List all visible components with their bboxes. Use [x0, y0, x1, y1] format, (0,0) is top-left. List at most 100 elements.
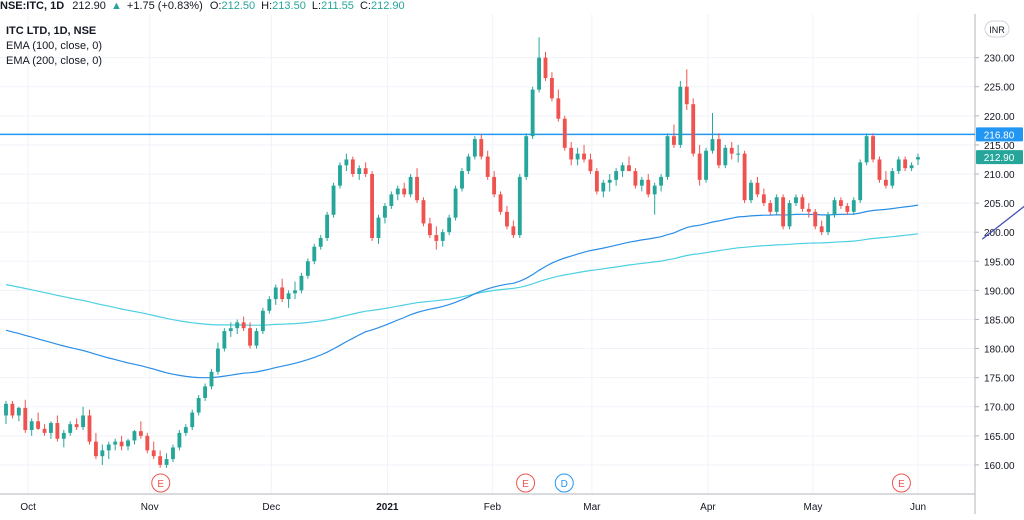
candle[interactable]	[485, 150, 490, 180]
candle[interactable]	[903, 156, 908, 172]
candle[interactable]	[858, 159, 863, 204]
candle[interactable]	[415, 168, 419, 204]
candle[interactable]	[235, 319, 240, 334]
candle[interactable]	[126, 438, 130, 451]
candle[interactable]	[460, 168, 464, 192]
candle[interactable]	[742, 150, 747, 204]
candle[interactable]	[813, 208, 818, 230]
candle[interactable]	[318, 235, 323, 250]
candle[interactable]	[601, 179, 606, 198]
candle[interactable]	[158, 450, 163, 468]
candle[interactable]	[119, 435, 124, 451]
candle[interactable]	[588, 153, 593, 174]
candle[interactable]	[704, 147, 708, 183]
legend-ema100[interactable]: EMA (100, close, 0)	[6, 40, 102, 52]
candle[interactable]	[594, 168, 599, 195]
candle[interactable]	[402, 182, 407, 198]
candle[interactable]	[254, 328, 259, 349]
candle[interactable]	[537, 37, 541, 93]
candle[interactable]	[826, 211, 831, 236]
candle[interactable]	[524, 133, 529, 180]
candle[interactable]	[684, 69, 689, 110]
candle[interactable]	[877, 156, 882, 183]
candle[interactable]	[29, 418, 34, 436]
candle[interactable]	[23, 399, 28, 433]
candle[interactable]	[851, 197, 856, 215]
candle[interactable]	[177, 430, 182, 451]
candle[interactable]	[36, 412, 41, 430]
candle[interactable]	[774, 194, 779, 215]
candle[interactable]	[203, 383, 208, 401]
candle[interactable]	[839, 197, 843, 209]
dividend-event-icon[interactable]	[554, 473, 574, 493]
candle[interactable]	[665, 133, 670, 180]
candle[interactable]	[749, 179, 753, 204]
candle[interactable]	[781, 194, 786, 230]
candle[interactable]	[871, 133, 875, 163]
candle[interactable]	[627, 156, 631, 172]
candle[interactable]	[440, 229, 445, 247]
symbol-label[interactable]: NSE:ITC, 1D	[0, 0, 65, 12]
candle[interactable]	[228, 322, 233, 337]
candle[interactable]	[408, 174, 413, 198]
candle[interactable]	[350, 156, 355, 177]
candle[interactable]	[794, 194, 798, 206]
candle[interactable]	[325, 211, 330, 241]
candle[interactable]	[331, 182, 336, 218]
earnings-event-icon[interactable]	[891, 473, 911, 493]
candle[interactable]	[678, 80, 683, 148]
candle[interactable]	[68, 421, 73, 436]
candle[interactable]	[55, 415, 60, 442]
candle[interactable]	[761, 188, 766, 206]
candle[interactable]	[100, 444, 105, 465]
candle[interactable]	[132, 430, 137, 445]
currency-badge[interactable]: INR	[989, 25, 1005, 35]
candle[interactable]	[145, 432, 150, 454]
candle[interactable]	[87, 409, 92, 445]
candle[interactable]	[723, 144, 728, 169]
candle[interactable]	[286, 290, 291, 308]
candle[interactable]	[646, 174, 651, 198]
candle[interactable]	[890, 168, 895, 189]
candle[interactable]	[505, 206, 509, 230]
candle[interactable]	[517, 174, 522, 238]
candle[interactable]	[916, 153, 920, 165]
candle[interactable]	[909, 162, 914, 172]
candle[interactable]	[806, 203, 811, 218]
candle[interactable]	[216, 342, 220, 375]
candle[interactable]	[299, 272, 304, 294]
candle[interactable]	[614, 168, 619, 186]
candle[interactable]	[138, 421, 143, 439]
candle[interactable]	[620, 162, 625, 177]
candle[interactable]	[183, 424, 188, 436]
candle[interactable]	[832, 197, 837, 218]
candle[interactable]	[106, 441, 111, 460]
candle[interactable]	[248, 322, 252, 349]
candle[interactable]	[260, 307, 265, 334]
candle[interactable]	[729, 142, 734, 160]
candle[interactable]	[434, 226, 439, 250]
candle[interactable]	[196, 395, 201, 416]
candle[interactable]	[61, 430, 66, 448]
candle[interactable]	[556, 89, 561, 122]
earnings-event-icon[interactable]	[151, 473, 171, 493]
candle[interactable]	[376, 214, 381, 244]
candle[interactable]	[845, 203, 850, 215]
earnings-event-icon[interactable]	[516, 473, 536, 493]
candle[interactable]	[389, 191, 394, 209]
candle[interactable]	[549, 72, 554, 102]
candle[interactable]	[800, 194, 805, 212]
candle[interactable]	[49, 421, 53, 439]
candles[interactable]	[4, 37, 920, 468]
candle[interactable]	[171, 444, 175, 462]
candle[interactable]	[562, 115, 567, 151]
candle[interactable]	[883, 171, 888, 189]
candle[interactable]	[768, 200, 773, 215]
candle[interactable]	[113, 438, 118, 451]
candle[interactable]	[479, 134, 484, 160]
candle[interactable]	[312, 243, 317, 265]
candle[interactable]	[190, 409, 195, 430]
candle[interactable]	[569, 142, 574, 166]
candle[interactable]	[344, 153, 349, 172]
candle[interactable]	[447, 214, 452, 236]
